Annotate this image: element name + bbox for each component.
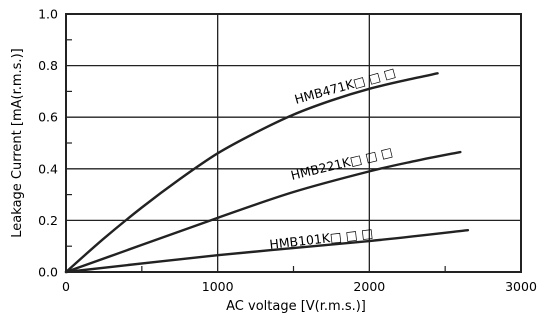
y-tick-label: 1.0	[38, 7, 58, 22]
series-layer	[64, 72, 470, 274]
y-tick-label: 0.0	[38, 265, 58, 280]
series-label: HMB221K□ □ □	[289, 144, 394, 183]
x-tick-label: 1000	[202, 279, 234, 294]
y-tick-label: 0.2	[38, 213, 58, 228]
x-axis-title: AC voltage [V(r.m.s.)]	[226, 299, 366, 314]
ticks-layer	[66, 39, 446, 272]
series-line	[64, 229, 470, 274]
labels-layer: 0 1000 2000 30000.00.20.40.60.81.0HMB471K□ …	[38, 7, 537, 295]
x-tick-label: 0	[62, 279, 70, 294]
y-tick-label: 0.4	[38, 161, 58, 176]
y-tick-label: 0.8	[38, 58, 58, 73]
series-line	[64, 72, 439, 274]
x-tick-label: 3000	[505, 279, 537, 294]
grid-layer	[66, 14, 521, 272]
y-axis-title: Leakage Current [mA(r.m.s.)]	[10, 48, 25, 237]
y-tick-label: 0.6	[38, 110, 58, 125]
series-line	[64, 150, 462, 274]
x-tick-label: 2000	[353, 279, 385, 294]
series-label: HMB101K□ □ □	[269, 225, 374, 252]
